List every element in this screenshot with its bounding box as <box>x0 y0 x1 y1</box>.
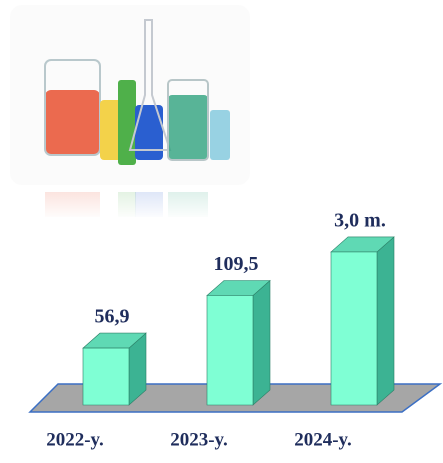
value-label: 3,0 m. <box>334 210 386 232</box>
value-label: 109,5 <box>214 253 259 275</box>
bar-face <box>252 279 271 406</box>
bar-face <box>206 295 254 406</box>
bar-face <box>376 236 395 406</box>
bar <box>82 332 147 406</box>
x-tick-label: 2024-y. <box>294 429 352 450</box>
bar-face <box>82 347 130 406</box>
bar <box>330 236 395 406</box>
x-tick-label: 2023-y. <box>170 429 228 450</box>
lab-image <box>10 5 250 220</box>
bar <box>206 279 271 406</box>
value-label: 56,9 <box>95 306 130 328</box>
bar-face <box>330 251 378 406</box>
x-tick-label: 2022-y. <box>46 429 104 450</box>
